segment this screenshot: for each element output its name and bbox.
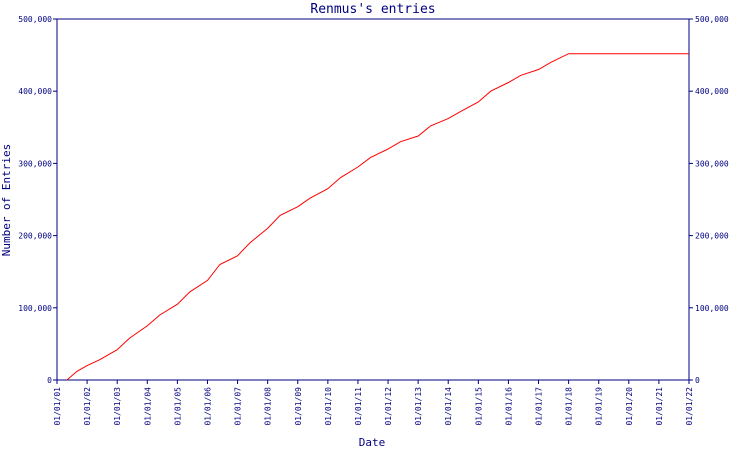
y-tick-label-left: 400,000 (18, 87, 52, 96)
x-tick-label: 01/01/09 (294, 387, 303, 426)
y-tick-label-left: 500,000 (18, 15, 52, 24)
x-tick-label: 01/01/15 (474, 387, 483, 426)
x-tick-label: 01/01/14 (444, 387, 453, 426)
x-tick-label: 01/01/22 (685, 387, 694, 426)
x-tick-label: 01/01/06 (203, 387, 212, 426)
x-tick-label: 01/01/20 (625, 387, 634, 426)
x-tick-label: 01/01/07 (234, 387, 243, 426)
x-tick-label: 01/01/12 (384, 387, 393, 426)
y-tick-label-right: 0 (695, 376, 700, 385)
x-tick-label: 01/01/04 (143, 387, 152, 426)
x-tick-label: 01/01/05 (173, 387, 182, 426)
x-tick-label: 01/01/11 (354, 387, 363, 426)
y-axis-label: Number of Entries (0, 144, 13, 257)
y-tick-label-left: 100,000 (18, 304, 52, 313)
axes-layer: 0 0 100,000 100,000 200,000 200,000 300,000 300… (18, 15, 729, 426)
x-tick-label: 01/01/21 (655, 387, 664, 426)
y-tick-label-left: 300,000 (18, 159, 52, 168)
y-tick-label-right: 200,000 (695, 232, 729, 241)
chart-title: Renmus's entries (310, 2, 435, 17)
x-tick-label: 01/01/18 (565, 387, 574, 426)
x-axis-label: Date (359, 436, 386, 449)
x-tick-label: 01/01/01 (53, 387, 62, 426)
x-tick-label: 01/01/02 (83, 387, 92, 426)
y-tick-label-left: 200,000 (18, 232, 52, 241)
x-tick-label: 01/01/13 (414, 387, 423, 426)
x-tick-label: 01/01/17 (535, 387, 544, 426)
series-layer (66, 53, 689, 381)
x-tick-label: 01/01/16 (504, 387, 513, 426)
x-tick-label: 01/01/10 (324, 387, 333, 426)
y-tick-label-right: 100,000 (695, 304, 729, 313)
y-tick-label-right: 500,000 (695, 15, 729, 24)
x-tick-label: 01/01/08 (264, 387, 273, 426)
y-tick-label-right: 300,000 (695, 159, 729, 168)
x-tick-label: 01/01/03 (113, 387, 122, 426)
plot-frame (56, 18, 690, 381)
x-tick-label: 01/01/19 (595, 387, 604, 426)
y-tick-label-left: 0 (47, 376, 52, 385)
series-line (66, 53, 689, 381)
y-tick-label-right: 400,000 (695, 87, 729, 96)
